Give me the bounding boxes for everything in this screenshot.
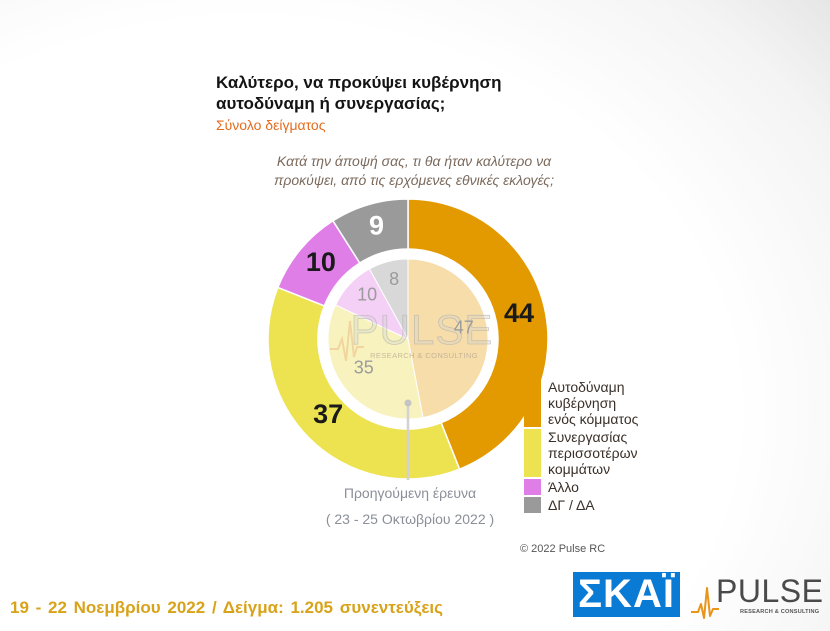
legend-label: Συνεργασίας περισσοτέρων κομμάτων [548, 429, 638, 477]
legend-swatch [524, 479, 541, 495]
current-slice-1 [407, 198, 549, 471]
skai-logo-text: ΣΚΑΪ [578, 572, 675, 616]
watermark-tagline: RESEARCH & CONSULTING [370, 351, 478, 360]
legend-item: Αυτοδύναμη κυβέρνηση ενός κόμματος [524, 379, 642, 427]
legend-label: Άλλο [548, 479, 579, 495]
previous-slice-1 [407, 258, 489, 419]
previous-value-label: 47 [454, 318, 474, 338]
previous-survey-pointer-dot [404, 399, 412, 407]
legend-swatch [524, 429, 541, 477]
current-slice-4 [331, 198, 409, 265]
current-survey-ring [267, 198, 549, 480]
survey-question: Κατά την άποψή σας, τι θα ήταν καλύτερο … [273, 153, 555, 188]
legend-swatch [524, 497, 541, 513]
watermark-name: PULSE [351, 306, 494, 353]
current-value-label: 9 [369, 210, 384, 240]
legend-item: Άλλο [524, 479, 642, 495]
watermark-pulse-wave-icon [330, 320, 364, 362]
current-value-label: 37 [313, 399, 343, 429]
previous-value-label: 8 [389, 269, 399, 289]
previous-slice-4 [368, 258, 409, 340]
previous-survey-dates: ( 23 - 25 Οκτωβρίου 2022 ) [325, 511, 495, 527]
pulse-watermark: PULSE RESEARCH & CONSULTING [330, 306, 494, 362]
pulse-wave-icon [691, 587, 719, 619]
legend-label: ΔΓ / ΔΑ [548, 497, 595, 513]
previous-value-label: 35 [354, 357, 374, 377]
previous-survey-label: Προηγούμενη έρευνα [343, 485, 477, 501]
pulse-logo: PULSE RESEARCH & CONSULTING [690, 572, 824, 624]
legend: Αυτοδύναμη κυβέρνηση ενός κόμματος Συνερ… [524, 379, 642, 515]
current-slice-2 [267, 286, 461, 480]
value-labels: 47 35 10 8 44 37 10 9 [306, 210, 534, 428]
legend-item: Συνεργασίας περισσοτέρων κομμάτων [524, 429, 642, 477]
pulse-logo-name: PULSE [716, 573, 824, 609]
legend-item: ΔΓ / ΔΑ [524, 497, 642, 513]
donut-chart: PULSE RESEARCH & CONSULTING 47 35 10 8 44 37 1… [262, 193, 554, 485]
chart-subtitle: Σύνολο δείγματος [216, 117, 326, 133]
current-value-label: 44 [504, 298, 534, 328]
legend-label: Αυτοδύναμη κυβέρνηση ενός κόμματος [548, 379, 639, 427]
previous-value-label: 10 [357, 285, 377, 305]
pulse-wave-line [691, 587, 719, 619]
survey-info: 19 - 22 Νοεμβρίου 2022 / Δείγμα: 1.205 σ… [10, 598, 443, 617]
pulse-logo-tagline: RESEARCH & CONSULTING [740, 609, 820, 615]
skai-logo: ΣΚΑΪ [573, 572, 680, 617]
current-value-label: 10 [306, 247, 336, 277]
copyright-note: © 2022 Pulse RC [520, 543, 606, 555]
chart-title: Καλύτερο, να προκύψει κυβέρνηση αυτοδύνα… [216, 73, 502, 113]
legend-swatch [524, 379, 541, 427]
